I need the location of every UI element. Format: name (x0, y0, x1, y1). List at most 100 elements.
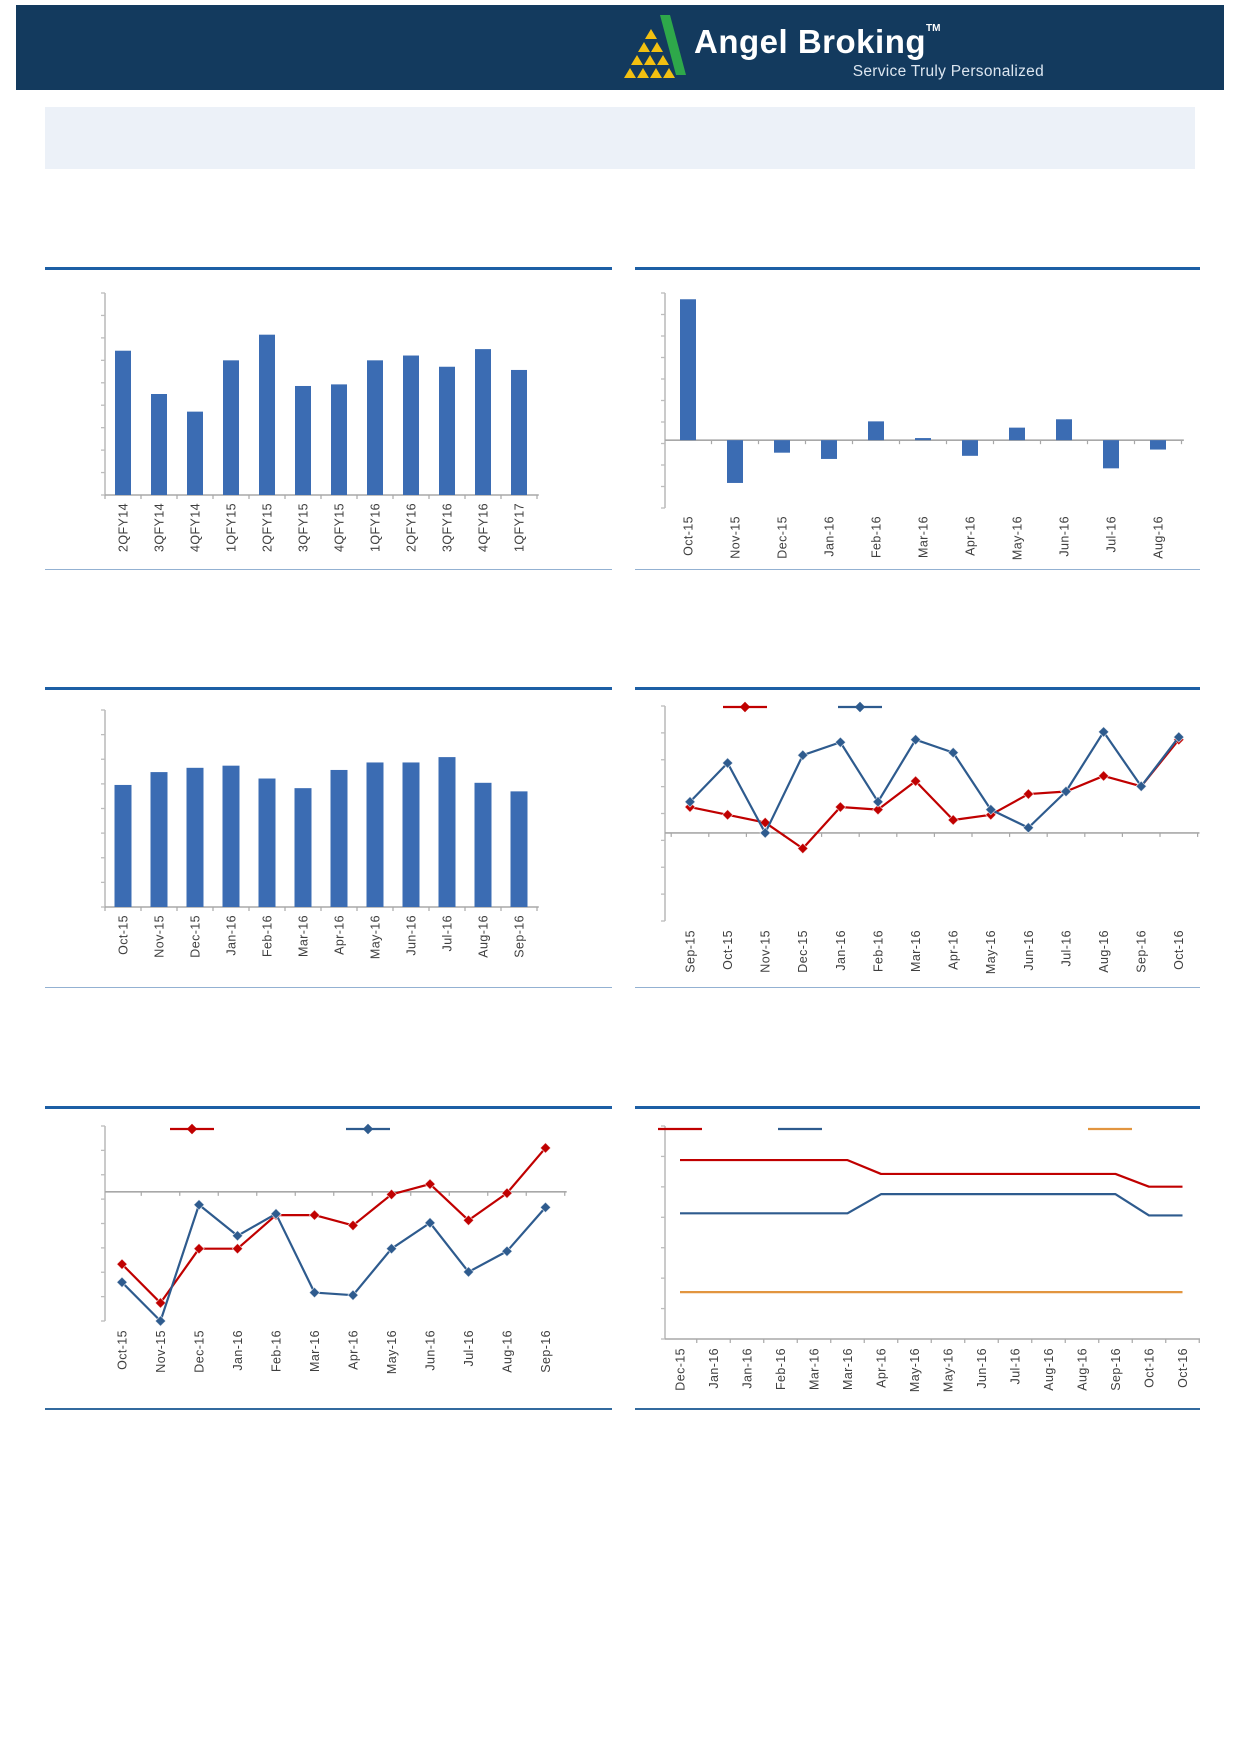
x-axis-label: Jan-16 (834, 930, 848, 971)
x-axis-label: Oct-16 (1172, 930, 1186, 970)
x-axis-label: Aug-16 (1097, 930, 1111, 973)
chart-block-quarterly-bars: 2QFY14 3QFY14 4QFY14 1QFY15 2QFY15 3QFY15 4QFY… (45, 245, 612, 570)
x-axis-label: Jun-16 (404, 915, 418, 956)
x-axis-label: Jun-16 (1057, 516, 1071, 557)
data-point-marker (501, 1187, 513, 1199)
data-point-marker (872, 803, 884, 816)
bar (258, 778, 276, 907)
data-point-marker (797, 842, 809, 855)
x-axis-label: Jan-16 (822, 516, 836, 557)
bar (438, 757, 456, 907)
x-axis-label: Jun-16 (975, 1348, 989, 1389)
title-rule (635, 267, 1200, 270)
data-point-marker (684, 796, 696, 808)
bar (1150, 440, 1166, 450)
data-point-marker (385, 1242, 398, 1255)
bar (511, 369, 527, 495)
bar (727, 440, 743, 483)
data-point-marker (797, 749, 809, 761)
x-axis-label: Mar-16 (807, 1348, 821, 1390)
bar (915, 438, 931, 441)
x-axis-label: Feb-16 (869, 516, 883, 558)
line-chart-two-series: Sep-15 Oct-15 Nov-15 Dec-15 Jan-16 Feb-16 Mar-… (661, 701, 1200, 974)
bar (115, 350, 131, 495)
data-point-marker (462, 1214, 475, 1227)
x-axis-label: 1QFY17 (512, 503, 526, 552)
x-axis-label: Oct-16 (1176, 1348, 1190, 1388)
bar (331, 384, 347, 495)
exhibit-title (45, 245, 612, 267)
data-point-marker (909, 775, 922, 787)
x-axis-label: Nov-15 (152, 915, 166, 958)
source-rule (45, 1408, 612, 1410)
exhibit-title (635, 245, 1200, 267)
x-axis-label: Jan-16 (231, 1330, 245, 1371)
x-axis-label: Mar-16 (308, 1330, 322, 1372)
x-axis-label: 4QFY14 (188, 503, 202, 552)
x-axis-label: Dec-15 (673, 1348, 687, 1391)
x-axis-label: 1QFY15 (224, 503, 238, 552)
x-axis-label: Dec-15 (188, 915, 202, 958)
x-axis-label: May-16 (1010, 516, 1024, 560)
x-axis-label: May-16 (941, 1348, 955, 1392)
x-axis-label: Jul-16 (1008, 1348, 1022, 1384)
data-point-marker (116, 1276, 128, 1289)
brand-text: Angel Broking (694, 23, 927, 60)
x-axis-label: Sep-16 (1135, 930, 1149, 973)
x-axis-label: Apr-16 (963, 516, 977, 556)
data-point-marker (1135, 780, 1147, 793)
x-axis-label: Feb-16 (260, 915, 274, 957)
bar (439, 366, 455, 495)
bar (474, 782, 492, 907)
x-axis-label: May-16 (984, 930, 998, 974)
data-point-marker (231, 1242, 244, 1255)
chart-block-step-lines: Dec-15 Jan-16 Jan-16 Feb-16 Mar-16 Mar-16 Apr-… (635, 1084, 1200, 1410)
x-axis-label: Sep-16 (539, 1330, 553, 1373)
chart-block-negative-growth-lines: Oct-15 Nov-15 Dec-15 Jan-16 Feb-16 Mar-16 Apr-… (45, 1084, 612, 1410)
x-axis-label: 1QFY16 (368, 503, 382, 552)
bar (222, 765, 240, 907)
data-point-marker (270, 1208, 282, 1220)
x-axis-label: May-16 (908, 1348, 922, 1392)
x-axis-label: Apr-16 (947, 930, 961, 970)
line-chart-three-step-series: Dec-15 Jan-16 Jan-16 Feb-16 Mar-16 Mar-16 Apr-… (658, 1125, 1200, 1392)
x-axis-label: Aug-16 (500, 1330, 514, 1373)
x-axis-label: 2QFY15 (260, 503, 274, 552)
x-axis-label: Jul-16 (1059, 930, 1073, 966)
bar (223, 360, 239, 495)
bar (821, 440, 837, 459)
x-axis-label: Aug-16 (1151, 516, 1165, 559)
x-axis-label: Apr-16 (346, 1330, 360, 1370)
bar (295, 385, 311, 495)
data-point-marker (721, 757, 734, 769)
x-axis-label: Jun-16 (423, 1330, 437, 1371)
data-point-marker (424, 1217, 436, 1229)
x-axis-label: Aug-16 (1075, 1348, 1089, 1391)
bar (187, 411, 203, 495)
x-axis-label: Dec-15 (775, 516, 789, 559)
bar (510, 791, 528, 907)
data-point-marker (1060, 785, 1072, 798)
bar (366, 762, 384, 907)
bar (962, 440, 978, 456)
brand-tagline: Service Truly Personalized (852, 63, 1044, 80)
bar (1103, 440, 1119, 469)
title-rule (45, 687, 612, 690)
x-axis-label: Aug-16 (1042, 1348, 1056, 1391)
series-line (121, 1147, 547, 1305)
x-axis-label: 4QFY15 (332, 503, 346, 552)
data-point-marker (308, 1209, 321, 1221)
x-axis-label: 2QFY16 (404, 503, 418, 552)
x-axis-label: May-16 (368, 915, 382, 959)
data-point-marker (154, 1297, 167, 1309)
header-band: Angel BrokingTM Service Truly Personaliz… (16, 5, 1224, 90)
x-axis-label: Sep-15 (683, 930, 697, 973)
x-axis-label: Nov-15 (154, 1330, 168, 1373)
data-point-marker (501, 1245, 513, 1258)
data-point-marker (193, 1199, 205, 1211)
series-line (680, 1193, 1183, 1217)
data-point-marker (985, 803, 997, 816)
notice-banner (45, 107, 1195, 169)
data-point-marker (308, 1286, 321, 1299)
bar (1009, 427, 1025, 441)
